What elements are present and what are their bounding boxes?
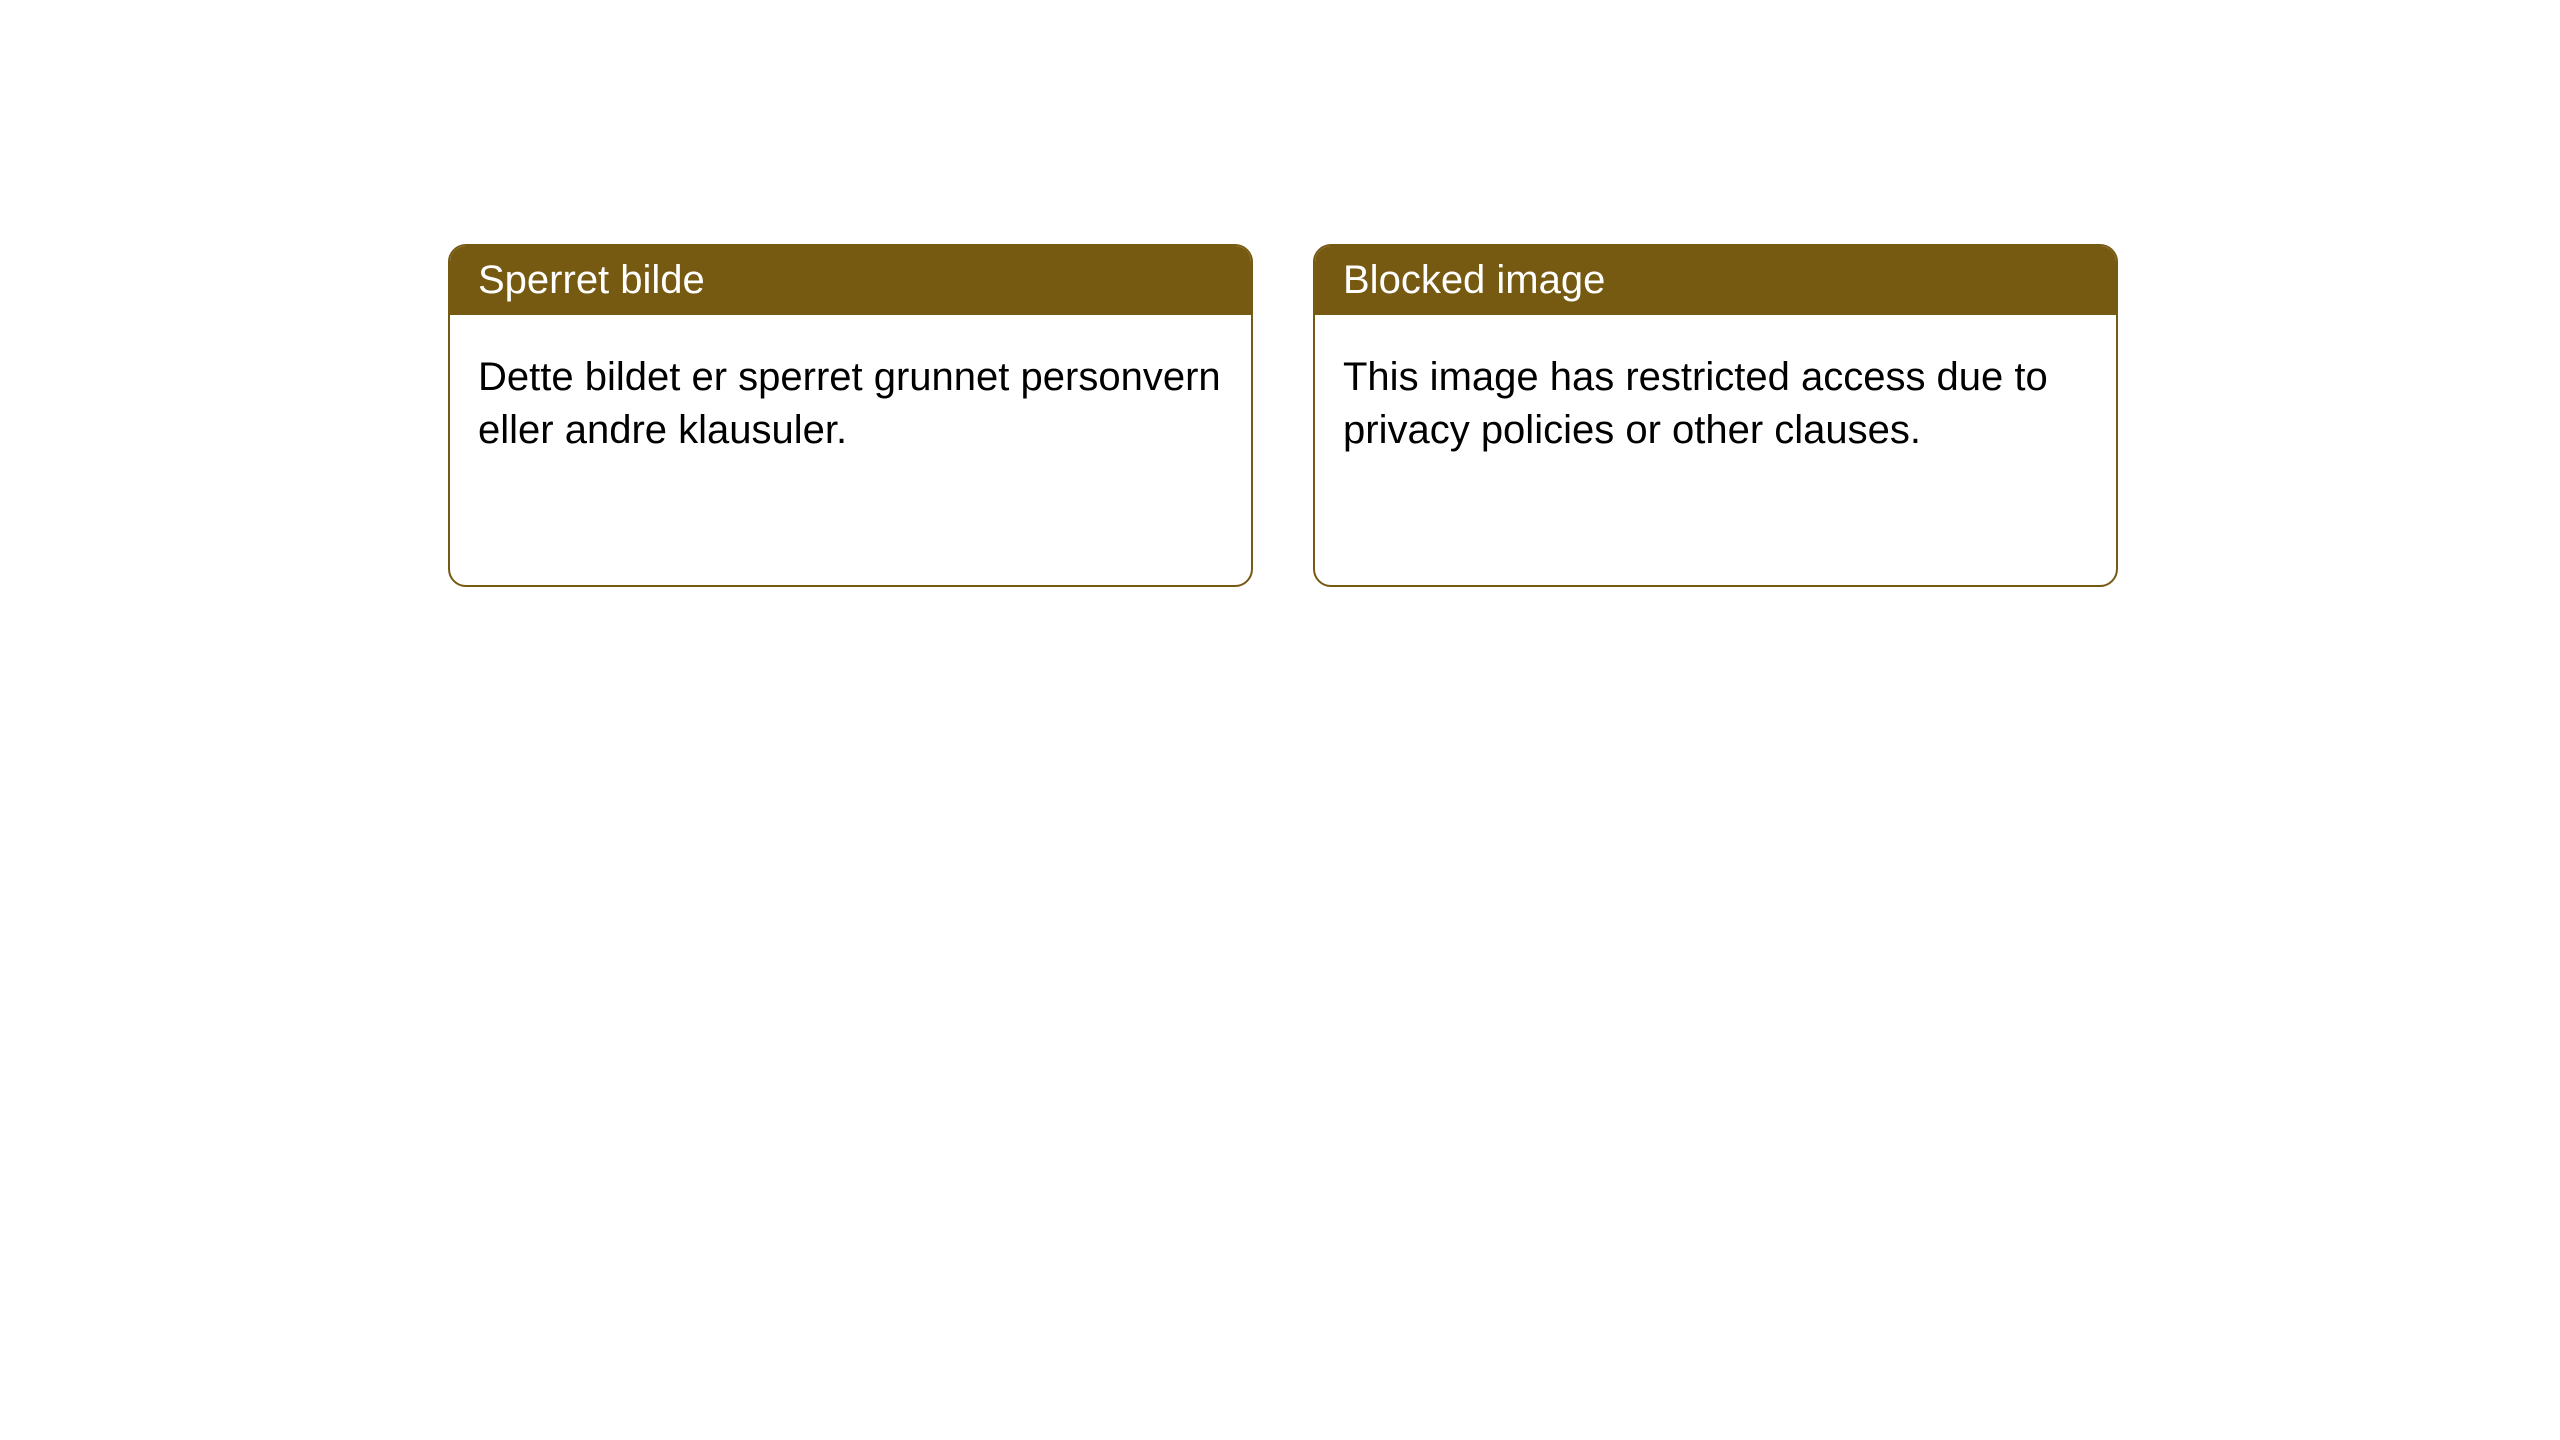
card-title: Sperret bilde [478,258,705,302]
card-header: Sperret bilde [450,246,1251,315]
card-body: This image has restricted access due to … [1315,315,2116,585]
card-body-text: Dette bildet er sperret grunnet personve… [478,355,1221,452]
card-body-text: This image has restricted access due to … [1343,355,2048,452]
notice-card-english: Blocked image This image has restricted … [1313,244,2118,587]
card-title: Blocked image [1343,258,1605,302]
card-body: Dette bildet er sperret grunnet personve… [450,315,1251,585]
card-header: Blocked image [1315,246,2116,315]
notice-card-norwegian: Sperret bilde Dette bildet er sperret gr… [448,244,1253,587]
notice-cards-container: Sperret bilde Dette bildet er sperret gr… [0,0,2560,587]
